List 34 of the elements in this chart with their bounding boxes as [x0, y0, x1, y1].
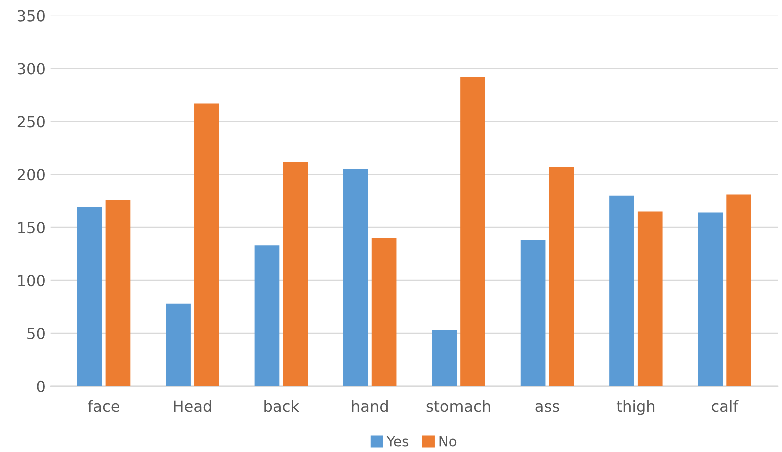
- bar: [372, 238, 397, 386]
- bar: [460, 77, 486, 386]
- y-tick-label: 0: [37, 380, 45, 392]
- x-tick-label: back: [264, 400, 300, 412]
- bar: [549, 167, 574, 386]
- bar: [432, 330, 458, 386]
- bar: [520, 240, 546, 386]
- bar: [106, 200, 131, 386]
- y-tick-label: 100: [18, 275, 45, 287]
- bar: [283, 162, 308, 386]
- bar: [638, 212, 663, 386]
- bar: [254, 246, 280, 386]
- bar: [194, 104, 220, 386]
- bar: [726, 194, 752, 386]
- x-tick-label: Head: [174, 400, 212, 412]
- x-tick-label: thigh: [616, 400, 655, 416]
- bar: [77, 207, 102, 386]
- y-tick-label: 50: [28, 328, 45, 340]
- x-tick-label: hand: [352, 400, 388, 412]
- bar: [610, 196, 634, 386]
- y-tick-label: 350: [18, 10, 45, 22]
- bar: [344, 169, 368, 386]
- bar: [166, 304, 191, 386]
- legend-label: Yes: [386, 436, 409, 447]
- x-tick-label: ass: [536, 403, 560, 412]
- y-tick-label: 150: [18, 222, 45, 234]
- x-tick-label: stomach: [426, 400, 490, 412]
- x-tick-label: calf: [712, 400, 739, 412]
- legend-label: No: [440, 436, 457, 447]
- y-tick-label: 200: [18, 169, 45, 181]
- x-tick-label: face: [88, 400, 120, 412]
- bar: [698, 212, 724, 386]
- y-tick-label: 300: [18, 63, 45, 75]
- y-tick-label: 250: [18, 116, 45, 128]
